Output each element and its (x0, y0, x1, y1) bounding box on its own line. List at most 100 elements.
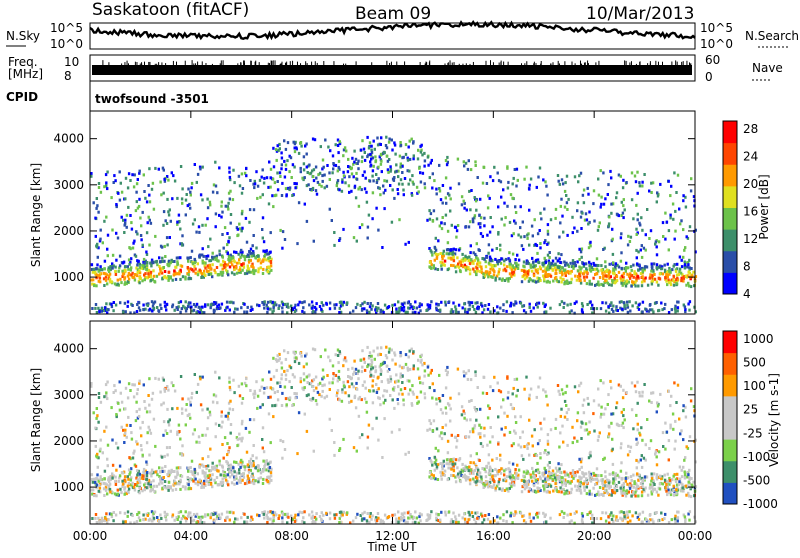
velocity-cell (144, 406, 147, 410)
velocity-cell (269, 474, 273, 478)
velocity-cell (412, 367, 415, 371)
power-cell (443, 263, 446, 267)
power-cell (673, 307, 677, 311)
power-cell (502, 303, 505, 307)
velocity-cell (193, 474, 196, 478)
velocity-cell (438, 434, 441, 438)
power-cell (151, 181, 155, 185)
power-cell (390, 138, 393, 142)
power-cell (97, 279, 100, 283)
power-cell (403, 177, 407, 180)
power-cell (602, 171, 605, 175)
power-cell (190, 305, 193, 309)
velocity-cell (389, 378, 393, 382)
power-cell (263, 255, 266, 258)
power-cell (216, 273, 220, 277)
power-cell (377, 228, 380, 232)
station-title: Saskatoon (fitACF) (92, 0, 249, 20)
power-cell (491, 248, 494, 252)
velocity-cell (163, 389, 167, 393)
power-cell (399, 165, 402, 169)
velocity-cell (657, 493, 660, 497)
velocity-cell (151, 519, 154, 523)
power-cell (538, 277, 541, 281)
velocity-cell (368, 520, 371, 524)
power-cell (342, 154, 345, 158)
power-cell (641, 268, 644, 272)
power-cell (445, 201, 448, 205)
power-cell (668, 268, 672, 272)
velocity-cell (184, 423, 187, 427)
velocity-cell (371, 514, 374, 518)
power-cell (318, 305, 322, 308)
power-cell (304, 144, 307, 148)
power-cell (531, 234, 534, 238)
power-cell (393, 176, 396, 179)
power-cell (321, 179, 324, 183)
power-cell (597, 283, 601, 287)
velocity-cell (222, 456, 225, 460)
power-cell (619, 174, 622, 178)
power-cell (315, 176, 318, 180)
velocity-cell (245, 377, 248, 381)
power-cell (493, 309, 496, 313)
power-cell (257, 259, 260, 263)
velocity-cell (246, 474, 249, 478)
velocity-cell (633, 492, 636, 496)
power-cell (614, 262, 618, 266)
power-cell (551, 259, 555, 263)
power-cell (576, 209, 579, 213)
power-cell (610, 176, 613, 180)
velocity-cell (286, 396, 290, 400)
velocity-cell (238, 394, 242, 398)
power-cell (371, 156, 374, 160)
power-cell (426, 303, 429, 307)
power-cell (252, 182, 255, 186)
velocity-cell (111, 463, 115, 467)
velocity-cell (136, 513, 139, 516)
velocity-cell (180, 474, 184, 478)
velocity-cell (223, 471, 226, 475)
power-cell (564, 263, 567, 267)
power-cell (258, 304, 261, 308)
velocity-cell (409, 388, 412, 392)
power-cell (150, 300, 154, 304)
velocity-cell (179, 520, 182, 524)
velocity-cell (564, 484, 567, 487)
nave-tick-bottom: 0 (705, 70, 713, 84)
power-cell (514, 221, 517, 225)
power-cell (291, 308, 294, 311)
power-cell (375, 206, 378, 210)
power-cell (355, 177, 359, 181)
power-cell (179, 264, 182, 268)
power-cell (350, 172, 354, 176)
power-cell (192, 303, 196, 306)
velocity-cell (308, 513, 311, 517)
velocity-cell (432, 476, 436, 480)
power-cell (163, 275, 166, 279)
power-cell (194, 271, 197, 275)
power-cell (613, 265, 617, 269)
power-cell (206, 264, 209, 268)
velocity-cell (193, 373, 196, 376)
power-cell (443, 222, 446, 226)
velocity-cell (441, 411, 444, 415)
power-cell (440, 267, 443, 271)
power-cell (220, 204, 223, 208)
power-cell (269, 231, 272, 235)
velocity-cell (526, 446, 529, 450)
velocity-cell (521, 485, 524, 489)
power-cell (167, 275, 170, 278)
velocity-cell (522, 483, 526, 487)
power-cell (130, 221, 133, 225)
power-cell (503, 223, 506, 227)
power-cell (583, 278, 586, 282)
power-cell (276, 144, 279, 148)
velocity-cell (568, 491, 571, 495)
power-cell (336, 144, 340, 147)
velocity-cell (239, 476, 242, 479)
velocity-cell (484, 514, 487, 517)
power-cell (398, 154, 402, 158)
velocity-cell (430, 460, 433, 464)
velocity-cell (564, 391, 567, 395)
